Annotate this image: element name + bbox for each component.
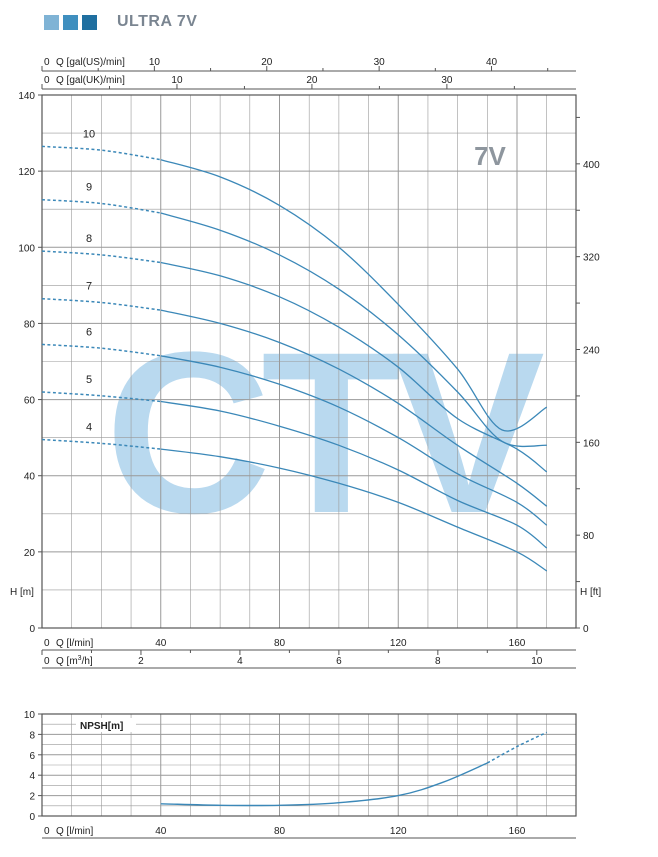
curve-9: [160, 212, 547, 448]
logo-square-3: [82, 14, 97, 30]
curve-label-6: 6: [86, 326, 92, 338]
gal-uk-tick-label: 20: [306, 75, 318, 86]
npsh-y-tick-label: 8: [29, 730, 35, 741]
chart-header: ULTRA 7V: [44, 10, 197, 34]
x-tick-label: 40: [155, 638, 167, 649]
page-title: ULTRA 7V: [117, 13, 198, 30]
curve-dashed-6: [41, 343, 161, 357]
gal-uk-tick-label: 0: [44, 75, 50, 86]
npsh-y-tick-label: 4: [29, 771, 35, 782]
curve-label-7: 7: [86, 281, 92, 293]
gal-uk-axis-label: Q [gal(UK)/min]: [56, 75, 125, 86]
gal-uk-tick-label: 10: [171, 75, 183, 86]
logo-square-1: [44, 14, 59, 30]
curve-dashed-4: [41, 438, 161, 450]
curve-5: [160, 400, 548, 549]
x-tick-label: 80: [274, 638, 286, 649]
curve-10: [160, 159, 548, 432]
npsh-x-tick-label: 40: [155, 826, 167, 837]
curve-label-4: 4: [86, 422, 92, 434]
curve-dashed-9: [41, 198, 161, 214]
m3h-tick-label: 8: [435, 656, 441, 667]
x-tick-label: 0: [44, 638, 50, 649]
npsh-y-tick-label: 2: [29, 792, 35, 803]
npsh-y-tick-label: 6: [29, 751, 35, 762]
curve-label-9: 9: [86, 182, 92, 194]
m3h-tick-label: 6: [336, 656, 342, 667]
y-right-tick-label: 0: [583, 624, 589, 635]
curve-dashed-5: [41, 391, 161, 403]
y-right-tick-label: 160: [583, 438, 600, 449]
x-tick-label: 160: [509, 638, 526, 649]
npsh-x-tick-label: 80: [274, 826, 286, 837]
gal-us-tick-label: 10: [149, 57, 161, 68]
y-right-tick-label: 400: [583, 160, 600, 171]
y-tick-label: 20: [24, 548, 36, 559]
npsh-x-axis-label: Q [l/min]: [56, 826, 93, 837]
npsh-y-tick-label: 10: [24, 710, 36, 721]
curve-dashed-10: [41, 145, 161, 161]
curve-label-5: 5: [86, 374, 92, 386]
npsh-plot-frame: [41, 713, 577, 817]
y-tick-label: 40: [24, 472, 36, 483]
watermark-text: CTV: [105, 304, 544, 561]
npsh-x-tick-label: 160: [509, 826, 526, 837]
y-tick-label: 120: [18, 167, 35, 178]
y-right-tick-label: 240: [583, 345, 600, 356]
gal-us-tick-label: 20: [261, 57, 273, 68]
gal-us-axis-label: Q [gal(US)/min]: [56, 57, 125, 68]
npsh-x-tick-label: 0: [44, 826, 50, 837]
curve-7: [160, 309, 548, 507]
y-right-axis-label: H [ft]: [580, 587, 601, 598]
main-plot-frame: [41, 94, 577, 629]
x-tick-label: 120: [390, 638, 407, 649]
curve-dashed-7: [41, 297, 161, 311]
curve-6: [160, 355, 548, 526]
m3h-tick-label: 10: [531, 656, 543, 667]
npsh-y-tick-label: 0: [29, 812, 35, 823]
y-tick-label: 80: [24, 319, 36, 330]
y-tick-label: 60: [24, 396, 36, 407]
npsh-title: NPSH[m]: [80, 721, 123, 732]
npsh-title-bg: [76, 718, 136, 732]
y-right-tick-label: 80: [583, 531, 595, 542]
y-tick-label: 140: [18, 91, 35, 102]
npsh-x-tick-label: 120: [390, 826, 407, 837]
logo-square-2: [63, 14, 78, 30]
x-axis-label: Q [l/min]: [56, 638, 93, 649]
m3h-tick-label: 2: [138, 656, 144, 667]
curve-4: [160, 448, 548, 572]
y-tick-label: 100: [18, 243, 35, 254]
gal-us-tick-label: 0: [44, 57, 50, 68]
curve-label-8: 8: [86, 233, 92, 245]
m3h-axis-label: Q [m3/h]: [56, 655, 93, 667]
curve-8: [160, 261, 548, 473]
gal-uk-tick-label: 30: [441, 75, 453, 86]
npsh-curve: [160, 762, 488, 807]
y-right-tick-label: 320: [583, 253, 600, 264]
m3h-tick-label: 0: [44, 656, 50, 667]
y-axis-label: H [m]: [10, 587, 34, 598]
curve-label-10: 10: [83, 128, 95, 140]
m3h-tick-label: 4: [237, 656, 243, 667]
curve-dashed-8: [41, 250, 161, 264]
gal-us-tick-label: 30: [374, 57, 386, 68]
npsh-curve-dashed: [486, 731, 548, 764]
chart-title: 7V: [474, 141, 506, 171]
gal-us-tick-label: 40: [486, 57, 498, 68]
y-tick-label: 0: [29, 624, 35, 635]
